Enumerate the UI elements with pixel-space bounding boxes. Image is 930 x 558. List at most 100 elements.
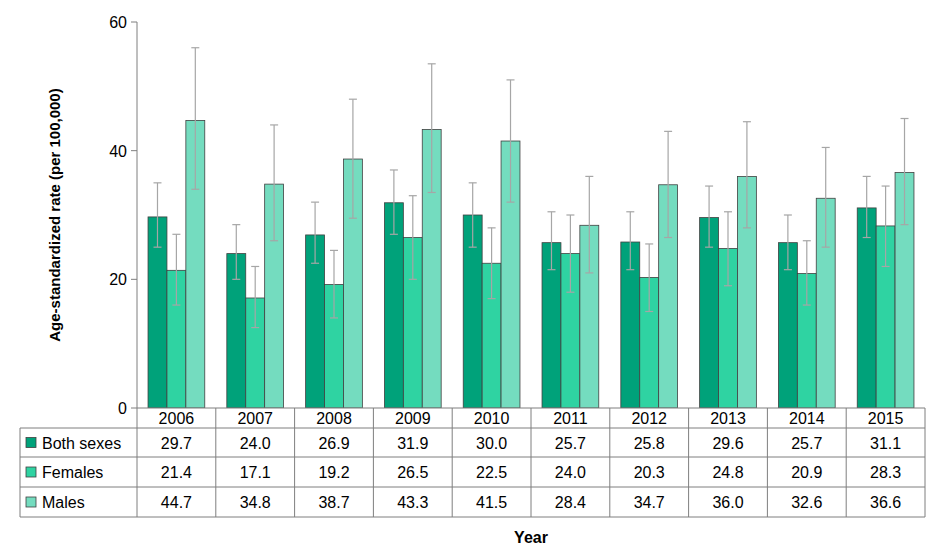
error-cap (390, 234, 398, 235)
x-tick-label: 2010 (474, 410, 510, 427)
x-tick-label: 2014 (789, 410, 825, 427)
error-bar (882, 186, 890, 266)
legend-label: Males (42, 494, 85, 511)
table-value: 31.1 (870, 435, 901, 452)
error-bar (547, 212, 555, 270)
table-rule (137, 408, 138, 517)
error-cap (409, 279, 417, 280)
error-stem (333, 250, 334, 318)
table-value: 43.3 (397, 494, 428, 511)
error-cap (743, 227, 751, 228)
x-tick-label: 2008 (316, 410, 352, 427)
error-stem (787, 215, 788, 270)
table-value: 32.6 (791, 494, 822, 511)
error-stem (866, 176, 867, 237)
error-cap (270, 240, 278, 241)
table-value: 24.8 (712, 464, 743, 481)
error-bar (390, 170, 398, 234)
error-bar (409, 196, 417, 280)
table-rule (373, 408, 374, 517)
error-bar (330, 250, 338, 318)
error-stem (472, 183, 473, 247)
error-cap (409, 195, 417, 196)
error-cap (311, 202, 319, 203)
table-rule (20, 517, 925, 518)
table-value: 21.4 (161, 464, 192, 481)
error-stem (746, 122, 747, 228)
error-stem (904, 119, 905, 225)
error-cap (191, 189, 199, 190)
error-bar (270, 125, 278, 241)
error-cap (803, 304, 811, 305)
table-value: 17.1 (240, 464, 271, 481)
error-cap (390, 169, 398, 170)
error-cap (882, 185, 890, 186)
table-value: 24.0 (555, 464, 586, 481)
x-tick-label: 2015 (868, 410, 904, 427)
error-cap (172, 304, 180, 305)
legend-swatch (26, 467, 36, 477)
error-cap (664, 237, 672, 238)
x-tick-label: 2009 (395, 410, 431, 427)
error-cap (330, 317, 338, 318)
error-bar (232, 225, 240, 280)
error-cap (428, 192, 436, 193)
error-bar (724, 212, 732, 286)
table-value: 30.0 (476, 435, 507, 452)
table-rule (20, 487, 925, 488)
error-cap (428, 63, 436, 64)
error-cap (311, 263, 319, 264)
table-value: 34.7 (634, 494, 665, 511)
x-tick-label: 2013 (710, 410, 746, 427)
error-bar (863, 176, 871, 237)
legend-label: Both sexes (42, 435, 121, 452)
error-cap (882, 266, 890, 267)
bar (857, 208, 876, 408)
error-cap (349, 218, 357, 219)
error-cap (251, 327, 259, 328)
error-bar (664, 131, 672, 237)
y-tick (131, 22, 137, 23)
error-stem (274, 125, 275, 241)
error-cap (507, 202, 515, 203)
error-stem (885, 186, 886, 266)
error-stem (708, 186, 709, 247)
legend-swatch (26, 497, 36, 507)
error-cap (645, 243, 653, 244)
table-value: 22.5 (476, 464, 507, 481)
x-tick-label: 2012 (631, 410, 667, 427)
error-stem (491, 228, 492, 299)
error-bar (784, 215, 792, 270)
error-cap (863, 237, 871, 238)
error-bar (153, 183, 161, 247)
error-cap (330, 250, 338, 251)
error-stem (236, 225, 237, 280)
y-axis-line (137, 22, 138, 408)
table-rule (846, 408, 847, 517)
error-stem (551, 212, 552, 270)
y-tick (131, 279, 137, 280)
table-rule (215, 408, 216, 517)
error-cap (803, 240, 811, 241)
error-cap (469, 182, 477, 183)
table-value: 19.2 (318, 464, 349, 481)
table-value: 28.4 (555, 494, 586, 511)
error-cap (705, 185, 713, 186)
error-cap (743, 121, 751, 122)
error-cap (153, 247, 161, 248)
x-tick-label: 2011 (553, 410, 588, 427)
error-bar (469, 183, 477, 247)
error-cap (724, 285, 732, 286)
error-stem (630, 212, 631, 270)
error-bar (172, 234, 180, 305)
error-cap (784, 269, 792, 270)
error-cap (664, 131, 672, 132)
error-bar (251, 266, 259, 327)
table-value: 20.3 (634, 464, 665, 481)
table-value: 25.7 (791, 435, 822, 452)
error-bar (349, 99, 357, 218)
error-bar (626, 212, 634, 270)
error-cap (822, 147, 830, 148)
error-bar (566, 215, 574, 292)
error-stem (314, 202, 315, 263)
